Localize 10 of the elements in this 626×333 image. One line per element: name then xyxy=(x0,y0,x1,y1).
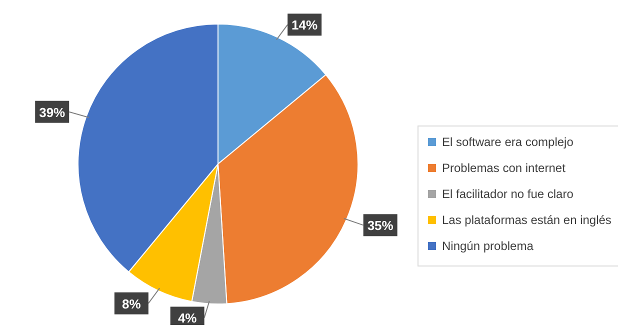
data-label: 8% xyxy=(122,296,142,312)
data-label: 4% xyxy=(178,310,198,326)
legend-label: Las plataformas están en inglés xyxy=(442,213,612,227)
legend-label: El software era complejo xyxy=(442,135,574,149)
legend-label: Ningún problema xyxy=(442,239,534,253)
legend-label: Problemas con internet xyxy=(442,161,566,175)
data-label: 39% xyxy=(39,104,66,120)
data-label: 14% xyxy=(292,18,318,33)
data-label: 35% xyxy=(367,218,394,234)
legend-label: El facilitador no fue claro xyxy=(442,187,574,201)
